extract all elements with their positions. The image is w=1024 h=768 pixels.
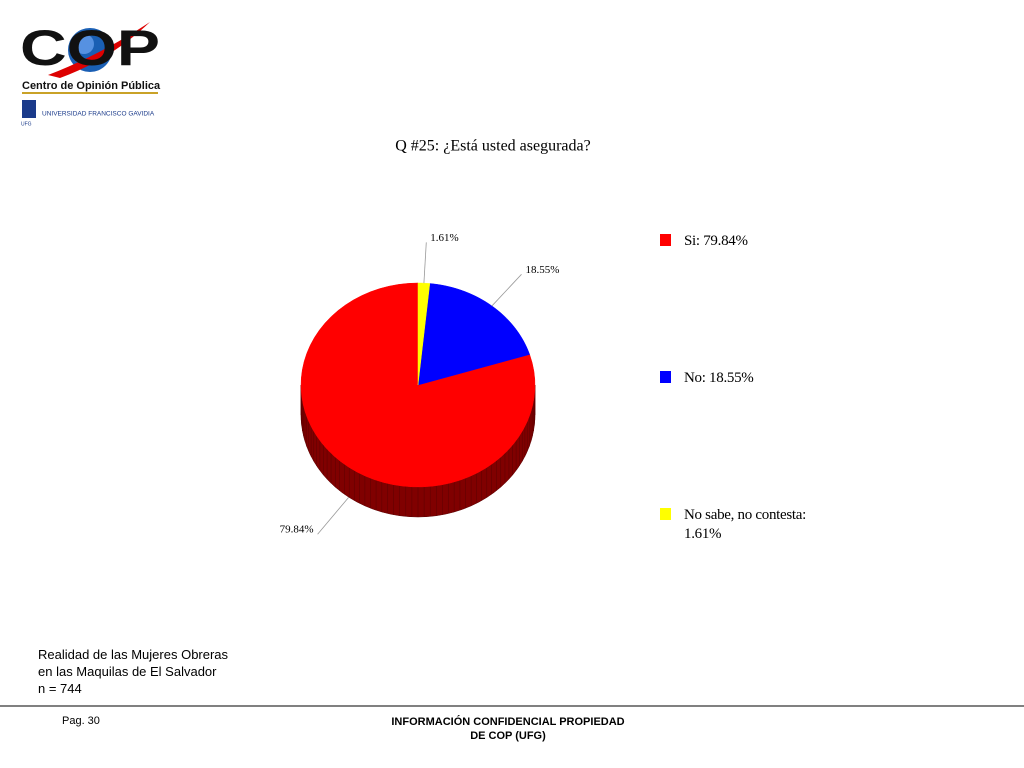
logo-highlight xyxy=(74,34,94,54)
data-label: 1.61% xyxy=(430,232,458,244)
pie-slice xyxy=(417,283,530,386)
legend-label: No sabe, no contesta: 1.61% xyxy=(684,507,806,542)
data-label: 79.84% xyxy=(280,524,314,536)
legend-swatch xyxy=(660,508,671,520)
study-title: Realidad de las Mujeres Obreras en las M… xyxy=(38,646,228,697)
sample-size: n = 744 xyxy=(38,681,82,696)
legend-swatch xyxy=(660,234,671,246)
page-number: Pag. 30 xyxy=(62,715,100,727)
data-label: 18.55% xyxy=(525,264,559,276)
confidential-note: INFORMACIÓN CONFIDENCIAL PROPIEDAD DE CO… xyxy=(391,716,625,742)
legend-label: No: 18.55% xyxy=(684,370,754,386)
legend-item: No sabe, no contesta: 1.61% xyxy=(660,506,814,544)
leader-line xyxy=(423,242,427,284)
legend-label: Si: 79.84% xyxy=(684,233,748,249)
chart-title: Q #25: ¿Está usted asegurada? xyxy=(395,138,590,155)
legend-swatch xyxy=(660,371,671,383)
legend-item: Si: 79.84% xyxy=(660,232,814,251)
university-name: UNIVERSIDAD FRANCISCO GAVIDIA xyxy=(42,111,155,118)
logo-text: COP xyxy=(20,20,160,76)
study-line: Realidad de las Mujeres Obreras xyxy=(38,647,229,662)
ufg-shield xyxy=(22,100,36,118)
logo-swoosh xyxy=(48,22,150,78)
university-short: UFG xyxy=(21,121,32,127)
study-line: en las Maquilas de El Salvador xyxy=(38,664,217,679)
leader-line xyxy=(317,496,350,535)
leader-line xyxy=(491,274,522,307)
logo: COP Centro de Opinión Pública UNIVERSIDA… xyxy=(20,20,161,127)
logo-subtitle: Centro de Opinión Pública xyxy=(22,80,161,92)
legend-item: No: 18.55% xyxy=(660,369,814,388)
